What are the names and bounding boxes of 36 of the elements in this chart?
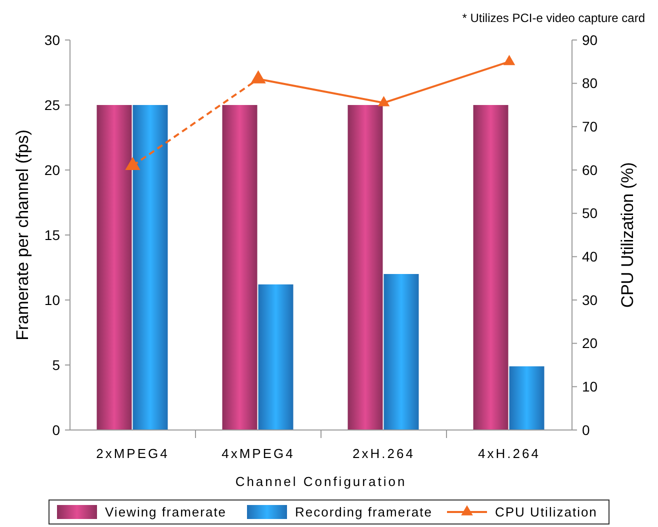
y-tick-label: 5 <box>52 356 60 373</box>
y2-tick-label: 0 <box>582 422 590 438</box>
x-tick-label: 4xMPEG4 <box>222 446 295 461</box>
bar <box>222 105 258 430</box>
bar <box>132 105 168 430</box>
y2-tick-label: 80 <box>582 75 598 92</box>
x-tick-label: 4xH.264 <box>478 446 540 461</box>
bar <box>509 366 544 430</box>
y-tick-label: 15 <box>44 226 60 243</box>
y-tick-label: 0 <box>52 422 60 438</box>
text: * Utilizes PCI-e video capture card <box>462 11 645 25</box>
y-tick-label: 10 <box>44 292 60 308</box>
x-tick-label: 2xH.264 <box>352 446 415 461</box>
y2-tick-label: 70 <box>582 118 598 135</box>
y2-tick-label: 60 <box>582 162 598 178</box>
y2-tick-label: 30 <box>582 292 598 308</box>
bar <box>258 284 294 430</box>
y2-tick-label: 50 <box>582 205 598 222</box>
y2-tick-label: 20 <box>582 335 598 352</box>
bar <box>473 105 508 430</box>
y-axis-title: Framerate per channel (fps) <box>13 130 32 340</box>
legend-label: CPU Utilization <box>495 504 598 520</box>
y2-tick-label: 10 <box>582 378 598 395</box>
bar <box>384 274 419 430</box>
y2-tick-label: 90 <box>582 32 598 48</box>
legend-label: Recording framerate <box>295 504 432 520</box>
y-tick-label: 25 <box>44 96 60 113</box>
y2-axis-title: CPU Utilization (%) <box>618 162 637 308</box>
y2-tick-label: 40 <box>582 248 598 265</box>
bar <box>348 105 383 430</box>
bar <box>96 105 132 430</box>
y-tick-label: 30 <box>44 32 60 48</box>
x-axis-title: Channel Configuration <box>235 474 407 489</box>
legend-label: Viewing framerate <box>105 504 227 520</box>
x-tick-label: 2xMPEG4 <box>96 446 170 461</box>
y-tick-label: 20 <box>44 162 60 178</box>
